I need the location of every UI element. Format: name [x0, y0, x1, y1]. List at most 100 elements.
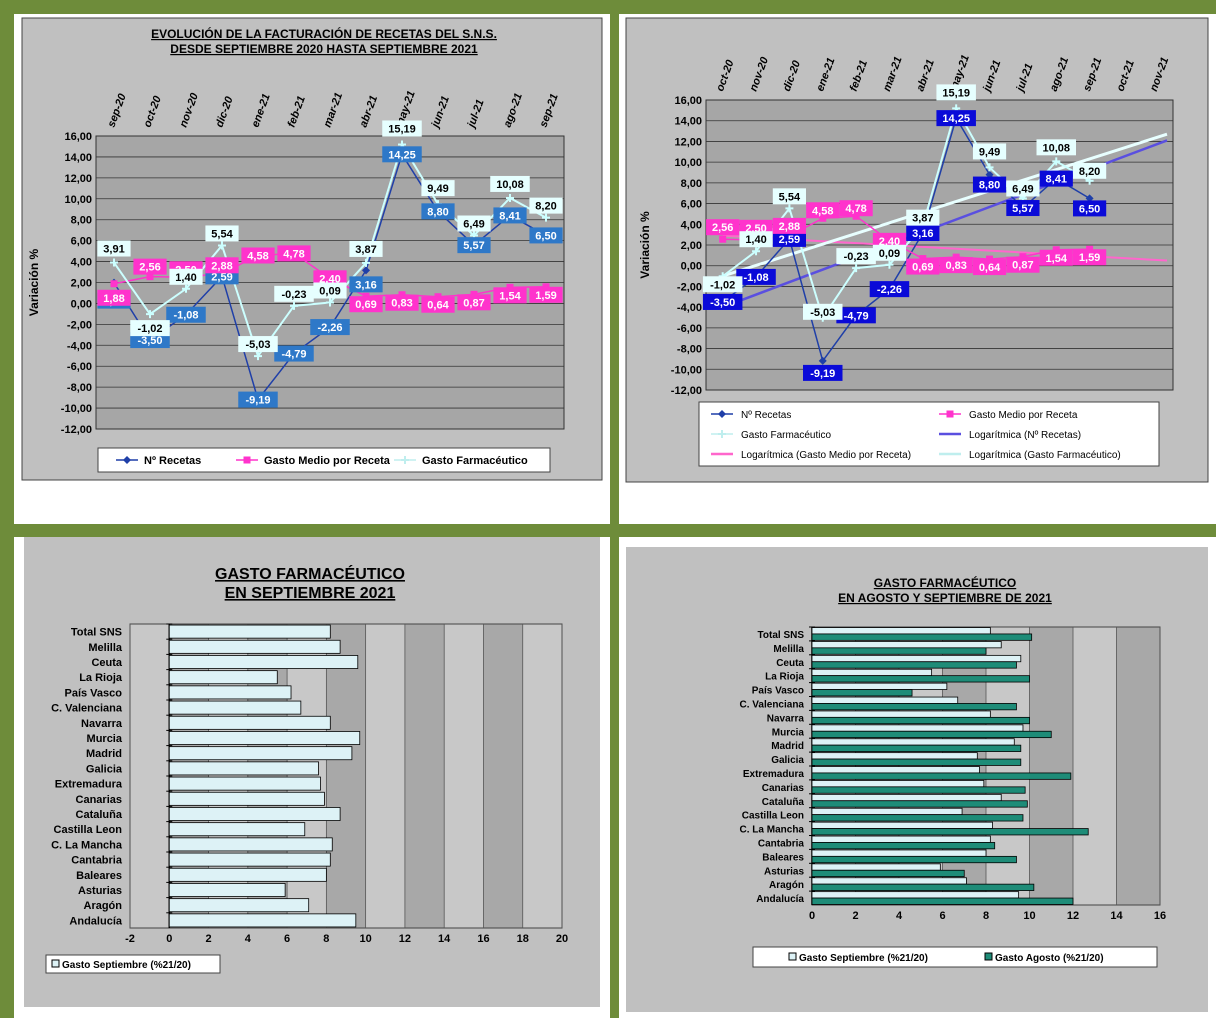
data-label-box	[836, 307, 876, 324]
plot-band	[208, 624, 248, 928]
data-label-box	[277, 245, 311, 262]
y-tick-label: -4,00	[677, 302, 702, 314]
bar	[168, 746, 353, 761]
legend-label: Nº Recetas	[144, 455, 201, 467]
data-label-box	[457, 294, 491, 311]
data-label-box	[739, 231, 773, 248]
data-label-box	[772, 188, 806, 205]
data-label-box	[310, 319, 350, 336]
category-label: Extremadura	[55, 779, 123, 791]
x-tick-label: 2	[205, 933, 211, 945]
data-label-box	[706, 219, 740, 236]
bar	[811, 654, 1022, 663]
data-label: -0,23	[281, 289, 306, 301]
bar	[811, 800, 1028, 808]
data-label-box	[382, 146, 422, 163]
data-label-box	[457, 215, 491, 232]
data-label-box	[736, 268, 776, 285]
data-label-box	[382, 120, 422, 137]
data-label: 0,69	[355, 299, 376, 311]
data-label-box	[1006, 256, 1040, 273]
data-point	[146, 310, 154, 319]
data-label: 3,16	[912, 228, 933, 240]
data-label-box	[493, 207, 527, 224]
data-label: 4,78	[845, 203, 866, 215]
data-label: 1,54	[1046, 253, 1068, 265]
data-label-box	[1039, 249, 1073, 266]
category-label: Melilla	[773, 644, 804, 655]
legend-label: Logarítmica (Gasto Medio por Receta)	[741, 450, 911, 461]
legend-label: Gasto Agosto (%21/20)	[995, 953, 1104, 964]
data-label-box	[972, 143, 1007, 160]
line-chart-evolucion: EVOLUCIÓN DE LA FACTURACIÓN DE RECETAS D…	[21, 17, 603, 481]
data-point	[1052, 157, 1061, 166]
category-label: Cantabria	[758, 838, 805, 849]
y-tick-label: 4,00	[681, 219, 702, 231]
chart-subtitle: EN AGOSTO Y SEPTIEMBRE DE 2021	[838, 591, 1052, 605]
bar	[811, 877, 967, 885]
data-label-box	[869, 281, 910, 298]
data-label: -9,19	[810, 368, 835, 380]
category-label: Asturias	[78, 885, 122, 897]
bar	[811, 633, 1033, 641]
bar	[811, 835, 991, 843]
data-label: 6,49	[463, 219, 484, 231]
plot-band	[855, 627, 899, 905]
category-label: Ceuta	[91, 657, 122, 669]
data-label-box	[836, 248, 876, 265]
category-label: Murcia	[87, 733, 123, 745]
data-label-box	[205, 225, 239, 242]
plot-band	[1029, 627, 1073, 905]
y-tick-label: -2,00	[67, 319, 92, 331]
data-point	[752, 247, 761, 256]
bar	[811, 703, 1017, 711]
legend-label: Logarítmica (Nº Recetas)	[969, 430, 1081, 441]
x-tick-label: 10	[360, 933, 372, 945]
category-label: Navarra	[767, 713, 805, 724]
data-point	[218, 241, 226, 250]
data-label: 0,64	[979, 262, 1001, 274]
bar	[811, 689, 913, 697]
data-label: -2,26	[317, 322, 342, 334]
data-label: -1,08	[173, 310, 198, 322]
y-tick-label: -8,00	[67, 382, 92, 394]
legend	[698, 401, 1160, 467]
data-label: 3,91	[103, 244, 124, 256]
category-label: C. Valenciana	[740, 699, 805, 710]
category-label: C. La Mancha	[51, 839, 123, 851]
data-point	[362, 258, 370, 267]
category-label: Aragón	[769, 880, 804, 891]
data-label-box	[939, 257, 973, 274]
legend-label: Nº Recetas	[741, 410, 791, 421]
data-label-box	[490, 175, 530, 192]
y-tick-label: -10,00	[61, 403, 92, 415]
data-point	[110, 280, 118, 288]
legend-swatch	[51, 959, 60, 968]
legend-marker	[243, 456, 251, 464]
category-label: Cataluña	[76, 809, 123, 821]
category-label: Ceuta	[776, 658, 804, 669]
y-tick-label: 12,00	[64, 173, 92, 185]
category-label: País Vasco	[752, 686, 804, 697]
data-label-box	[1036, 139, 1076, 156]
data-label: 5,57	[463, 240, 484, 252]
data-point	[719, 235, 727, 243]
bar	[811, 786, 1026, 794]
data-label: 3,87	[355, 244, 376, 256]
chart-title: GASTO FARMACÉUTICO	[874, 575, 1016, 590]
x-tick-label: 6	[284, 933, 290, 945]
data-label-box	[169, 268, 203, 285]
data-label: 1,40	[175, 272, 196, 284]
data-label: 8,80	[979, 180, 1000, 192]
y-tick-label: 2,00	[681, 240, 702, 252]
category-label: Galicia	[771, 755, 804, 766]
y-tick-label: 14,00	[674, 116, 702, 128]
y-tick-label: 16,00	[64, 131, 92, 143]
x-tick-label: 12	[1067, 910, 1079, 922]
legend-marker	[946, 410, 954, 418]
data-label: 5,54	[779, 191, 801, 203]
plot-band	[326, 624, 366, 928]
y-tick-label: 0,00	[71, 298, 92, 310]
x-tick-label: 0	[809, 910, 815, 922]
category-label: C. Valenciana	[51, 703, 123, 715]
